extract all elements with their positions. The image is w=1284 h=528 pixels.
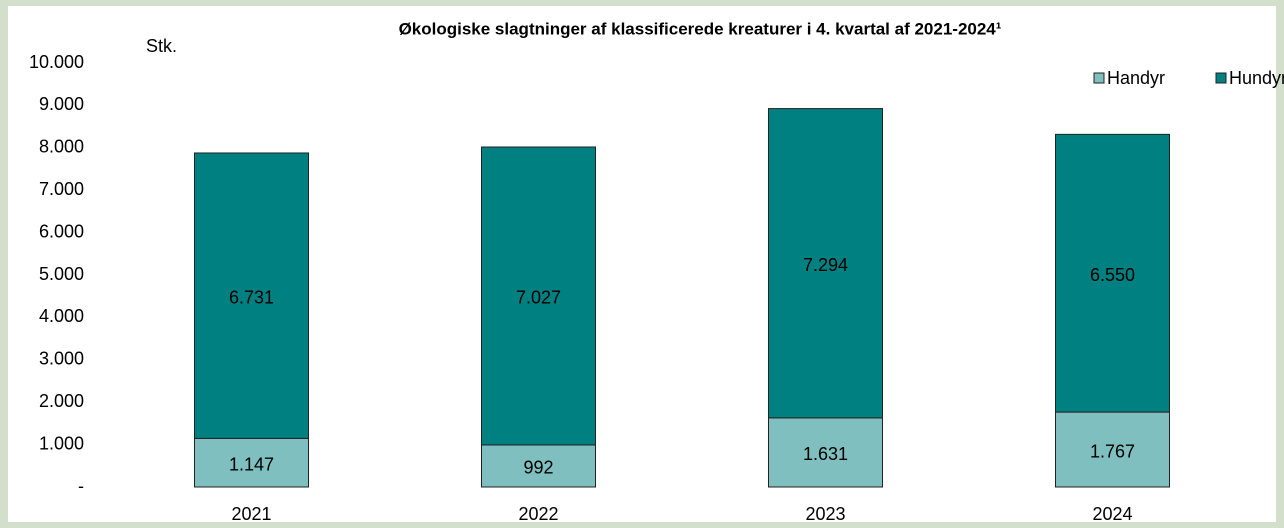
x-tick-label: 2023 <box>805 504 845 524</box>
y-axis-label: Stk. <box>146 36 177 56</box>
data-label: 1.147 <box>229 454 274 474</box>
y-tick-label: 4.000 <box>39 306 84 326</box>
legend-label: Handyr <box>1107 68 1165 88</box>
bar-segment <box>768 108 883 419</box>
bar-segment <box>194 437 309 488</box>
y-tick-label: 8.000 <box>39 137 84 157</box>
data-label: 7.027 <box>516 288 561 308</box>
x-tick-label: 2021 <box>231 504 271 524</box>
bar-segment <box>1055 411 1170 488</box>
bar-segment <box>194 152 309 439</box>
data-label: 6.731 <box>229 287 274 307</box>
y-tick-label: 10.000 <box>29 52 84 72</box>
legend-swatch <box>1215 72 1227 84</box>
bar-segment <box>1055 133 1170 413</box>
data-label: 1.767 <box>1090 441 1135 461</box>
data-label: 7.294 <box>803 255 848 275</box>
y-tick-label: 9.000 <box>39 94 84 114</box>
y-tick-label: 7.000 <box>39 179 84 199</box>
data-label: 1.631 <box>803 444 848 464</box>
bar-segment <box>768 417 883 488</box>
y-tick-label: 6.000 <box>39 221 84 241</box>
chart-title: Økologiske slagtninger af klassificerede… <box>399 19 1002 38</box>
y-tick-label: 5.000 <box>39 264 84 284</box>
bar-segment <box>481 444 596 488</box>
legend-label: Hundyr <box>1229 68 1284 88</box>
legend-swatch <box>1093 72 1105 84</box>
y-tick-label: 1.000 <box>39 433 84 453</box>
data-label: 992 <box>523 458 553 478</box>
x-tick-label: 2022 <box>518 504 558 524</box>
y-tick-label: 3.000 <box>39 349 84 369</box>
y-tick-label: - <box>78 476 84 496</box>
data-label: 6.550 <box>1090 265 1135 285</box>
bar-segment <box>481 146 596 446</box>
y-tick-label: 2.000 <box>39 391 84 411</box>
x-tick-label: 2024 <box>1092 504 1132 524</box>
